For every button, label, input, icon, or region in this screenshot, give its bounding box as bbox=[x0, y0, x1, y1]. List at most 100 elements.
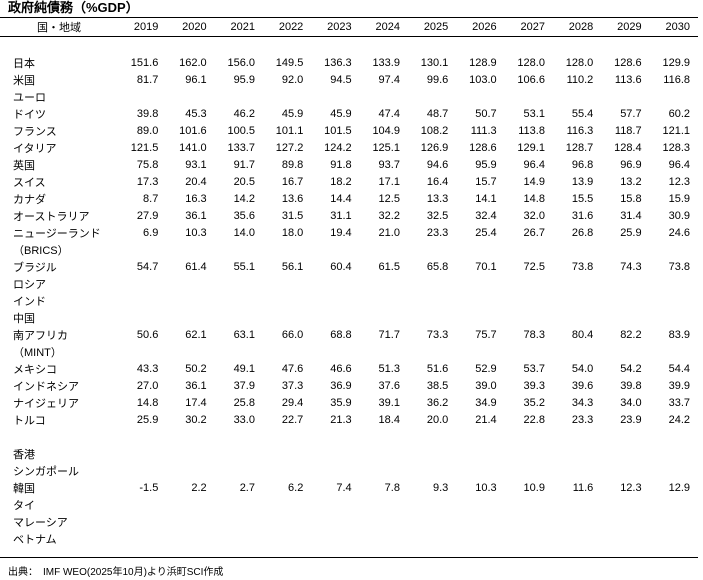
cell-value: 128.6 bbox=[614, 56, 642, 69]
cell-value: 100.5 bbox=[227, 124, 255, 137]
cell-value bbox=[650, 462, 698, 479]
cell-value bbox=[456, 37, 504, 55]
table-row: ドイツ 39.8 45.3 46.2 45.9 45.9 47.4 48.7 50.7 53.1 5… bbox=[0, 105, 698, 122]
cell-value bbox=[456, 428, 504, 445]
cell-value: 34.0 bbox=[620, 396, 642, 409]
cell-value bbox=[456, 343, 504, 360]
cell-value bbox=[601, 37, 649, 55]
cell-value: 9.3 bbox=[433, 481, 449, 494]
row-label: （BRICS） bbox=[13, 244, 69, 257]
cell-value bbox=[601, 343, 649, 360]
cell-value bbox=[166, 462, 214, 479]
cell-value: 39.1 bbox=[378, 396, 400, 409]
cell-value: 60.4 bbox=[330, 260, 352, 273]
cell-value bbox=[553, 513, 601, 530]
cell-value bbox=[505, 530, 553, 547]
cell-value bbox=[311, 428, 359, 445]
cell-value: 83.9 bbox=[668, 328, 690, 341]
row-label: シンガポール bbox=[13, 465, 79, 478]
cell-value: 61.5 bbox=[378, 260, 400, 273]
cell-value: 91.8 bbox=[330, 158, 352, 171]
cell-value bbox=[650, 292, 698, 309]
cell-value bbox=[215, 275, 263, 292]
cell-value bbox=[408, 88, 456, 105]
cell-value: 121.5 bbox=[130, 141, 159, 154]
row-label: ユーロ bbox=[13, 91, 46, 104]
row-label: （MINT） bbox=[13, 346, 62, 359]
cell-value bbox=[553, 309, 601, 326]
cell-value: 18.4 bbox=[378, 413, 400, 426]
cell-value: 46.6 bbox=[330, 362, 352, 375]
cell-value: 52.9 bbox=[475, 362, 497, 375]
cell-value: 162.0 bbox=[179, 56, 207, 69]
cell-value bbox=[408, 343, 456, 360]
cell-value: 17.4 bbox=[185, 396, 207, 409]
cell-value: 96.1 bbox=[185, 73, 207, 86]
cell-value: 10.3 bbox=[475, 481, 497, 494]
table-row: ニュージーランド 6.9 10.3 14.0 18.0 19.4 21.0 23.3 25.4 2… bbox=[0, 224, 698, 241]
table-row: 香港 bbox=[0, 445, 698, 462]
cell-value: 95.9 bbox=[233, 73, 255, 86]
row-label: フランス bbox=[13, 125, 57, 138]
cell-value bbox=[118, 88, 166, 105]
cell-value bbox=[360, 292, 408, 309]
cell-value: 20.5 bbox=[233, 175, 255, 188]
cell-value: 156.0 bbox=[227, 56, 255, 69]
cell-value: 126.9 bbox=[420, 141, 449, 154]
cell-value bbox=[650, 241, 698, 258]
cell-value: 60.2 bbox=[668, 107, 690, 120]
cell-value: 33.0 bbox=[233, 413, 255, 426]
cell-value: 13.6 bbox=[281, 192, 304, 205]
cell-value: 46.2 bbox=[233, 107, 255, 120]
cell-value bbox=[505, 513, 553, 530]
cell-value: 129.9 bbox=[662, 56, 690, 69]
cell-value bbox=[650, 530, 698, 547]
cell-value: 16.4 bbox=[426, 175, 449, 188]
cell-value: 108.2 bbox=[420, 124, 449, 137]
cell-value: 23.3 bbox=[426, 226, 449, 239]
cell-value bbox=[263, 241, 311, 258]
cell-value: 34.3 bbox=[571, 396, 594, 409]
table-row: シンガポール bbox=[0, 462, 698, 479]
cell-value bbox=[553, 275, 601, 292]
cell-value bbox=[601, 275, 649, 292]
cell-value: 89.8 bbox=[281, 158, 304, 171]
table-row: 米国 81.7 96.1 95.9 92.0 94.5 97.4 99.6 103.0 106.6… bbox=[0, 71, 698, 88]
cell-value bbox=[505, 462, 553, 479]
cell-value bbox=[118, 513, 166, 530]
row-label: 香港 bbox=[13, 448, 35, 461]
cell-value: 14.8 bbox=[523, 192, 545, 205]
table-row: （BRICS） bbox=[0, 241, 698, 258]
cell-value bbox=[311, 275, 359, 292]
cell-value bbox=[650, 428, 698, 445]
row-label: 韓国 bbox=[13, 482, 35, 495]
cell-value: 127.2 bbox=[275, 141, 304, 154]
table-row: ナイジェリア 14.8 17.4 25.8 29.4 35.9 39.1 36.2 34.9 35… bbox=[0, 394, 698, 411]
table-row: イタリア 121.5 141.0 133.7 127.2 124.2 125.1 126.9 1… bbox=[0, 139, 698, 156]
cell-value bbox=[360, 309, 408, 326]
cell-value bbox=[215, 37, 263, 55]
cell-value: 45.3 bbox=[185, 107, 207, 120]
cell-value bbox=[650, 343, 698, 360]
cell-value: 13.2 bbox=[620, 175, 642, 188]
cell-value: 81.7 bbox=[136, 73, 159, 86]
cell-value: 74.3 bbox=[620, 260, 642, 273]
cell-value: 8.7 bbox=[143, 192, 159, 205]
cell-value bbox=[215, 513, 263, 530]
cell-value: 34.9 bbox=[475, 396, 497, 409]
cell-value bbox=[166, 37, 214, 55]
row-label: タイ bbox=[13, 499, 35, 512]
cell-value: 128.3 bbox=[662, 141, 690, 154]
row-label: ニュージーランド bbox=[13, 227, 101, 240]
data-table: 国・地域 2019 2020 2021 2022 2023 2024 2025 2026 202… bbox=[0, 18, 698, 547]
cell-value: 27.0 bbox=[136, 379, 159, 392]
cell-value: 128.0 bbox=[565, 56, 594, 69]
cell-value bbox=[553, 88, 601, 105]
cell-value bbox=[263, 275, 311, 292]
cell-value: 32.2 bbox=[378, 209, 400, 222]
cell-value: 73.8 bbox=[668, 260, 690, 273]
cell-value bbox=[311, 513, 359, 530]
table-row: 日本 151.6 162.0 156.0 149.5 136.3 133.9 130.1 128… bbox=[0, 54, 698, 71]
cell-value bbox=[263, 428, 311, 445]
cell-value: 15.7 bbox=[475, 175, 497, 188]
